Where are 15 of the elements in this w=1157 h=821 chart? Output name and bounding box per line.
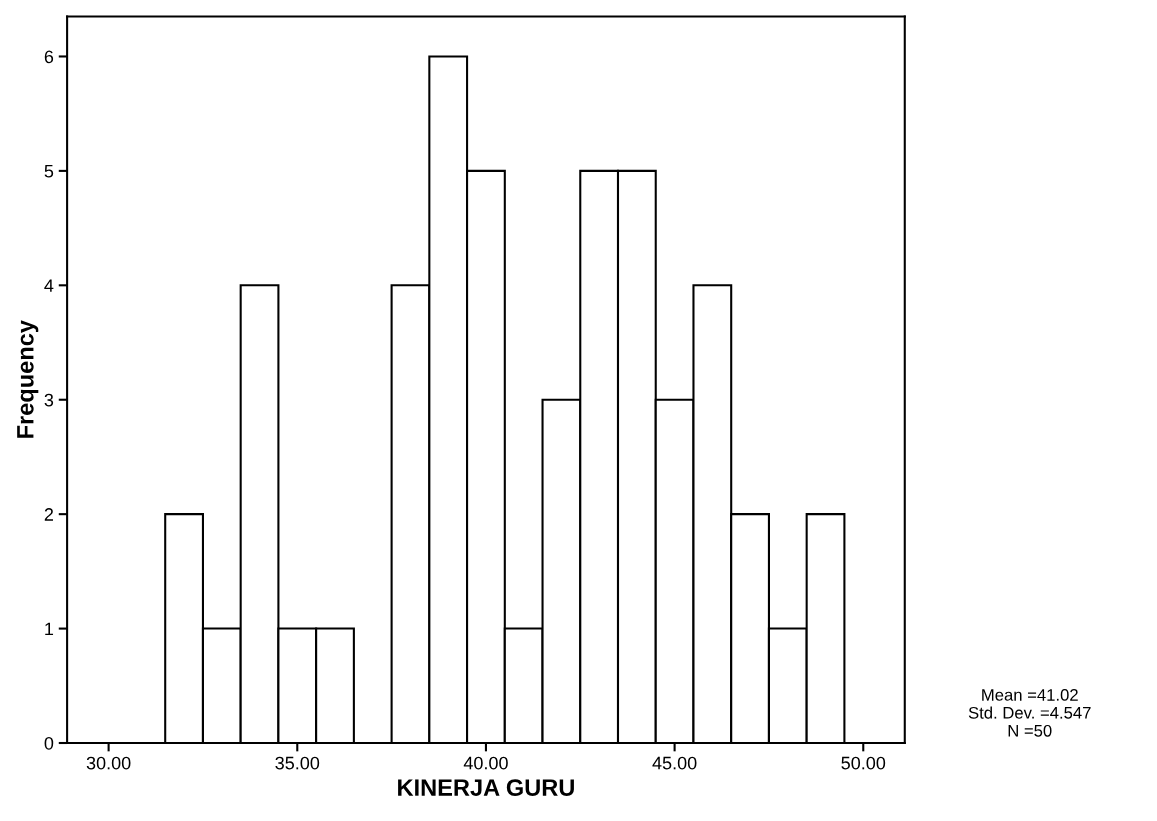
- x-tick-label: 40.00: [463, 756, 508, 770]
- y-tick-label: 3: [44, 393, 54, 407]
- y-tick-label: 4: [44, 279, 54, 292]
- y-tick-label: 2: [44, 508, 54, 521]
- x-tick-label: 35.00: [275, 756, 320, 770]
- y-tick-label: 0: [44, 736, 54, 750]
- y-axis-title: Frequency: [17, 320, 39, 438]
- y-tick-label: 6: [44, 50, 54, 64]
- x-tick-label: 45.00: [652, 756, 697, 770]
- x-axis-title: KINERJA GURU: [398, 779, 574, 796]
- text: Mean =41.02 Std. Dev. =4.547 N =50: [968, 688, 1091, 737]
- x-tick-label: 50.00: [841, 756, 886, 770]
- y-tick-label: 5: [44, 165, 54, 178]
- x-tick-label: 30.00: [86, 756, 131, 770]
- y-tick-label: 1: [45, 622, 54, 636]
